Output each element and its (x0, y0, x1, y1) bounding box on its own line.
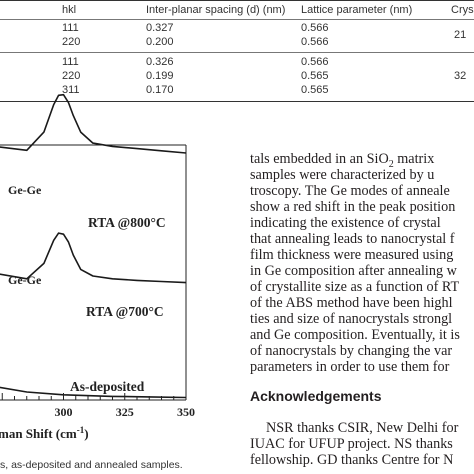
body-line: samples were characterized by u (250, 167, 435, 183)
peak-label: Ge-Ge (8, 273, 42, 287)
x-tick-label: 300 (55, 405, 73, 419)
table-cell: 220 (62, 36, 81, 48)
body-line: parameters in order to use them for (250, 359, 450, 375)
body-line: troscopy. The Ge modes of anneale (250, 183, 450, 199)
subscript: 2 (388, 158, 394, 170)
chart-ticks (1, 393, 175, 400)
ack-line: fellowship. GD thanks Centre for N (250, 452, 454, 468)
x-tick-label: 350 (177, 405, 195, 419)
x-tick-label: 325 (116, 405, 134, 419)
ack-line: IUAC for UFUP project. NS thanks (250, 436, 453, 452)
body-line: and Ge composition. Eventually, it is (250, 327, 460, 343)
table-header-rule (0, 19, 474, 20)
header-hkl: hkl (62, 4, 77, 16)
table-cell: 0.565 (301, 70, 329, 82)
header-lattice: Lattice parameter (nm) (301, 4, 413, 16)
chart-labels: RTA @800°C Ge-Ge RTA @700°C Ge-Ge As-deposit… (0, 183, 195, 441)
acknowledgements-heading: Acknowledgements (250, 388, 382, 404)
header-crystallite: Crys (451, 4, 474, 16)
figure-caption: s, as-deposited and annealed samples. (0, 459, 183, 471)
series-line (0, 93, 187, 154)
table-cell: 0.566 (301, 22, 329, 34)
table-cell: 111 (62, 56, 79, 68)
body-line: indicating the existence of crystal (250, 215, 441, 231)
table-cell: 111 (62, 22, 79, 34)
header-spacing: Inter-planar spacing (d) (nm) (146, 4, 286, 16)
table-cell: 0.200 (146, 36, 174, 48)
chart-frame (0, 144, 187, 401)
series-label: RTA @800°C (88, 215, 166, 230)
x-axis-label: man Shift (cm-1) (0, 425, 89, 441)
body-line: that annealing leads to nanocrystal f (250, 231, 455, 247)
series-line (0, 386, 187, 399)
table-top-rule (0, 0, 474, 1)
peak-label: Ge-Ge (8, 183, 42, 197)
body-line: ties and size of nanocrystals strongl (250, 311, 453, 327)
table-cell-size: 21 (454, 29, 467, 41)
body-line: tals embedded in an SiO2 matrix (250, 151, 435, 170)
table-cell: 0.566 (301, 56, 329, 68)
table-cell: 220 (62, 70, 81, 82)
body-line: show a red shift in the peak position (250, 199, 456, 215)
body-line: of nanocrystals by changing the var (250, 343, 453, 359)
table-cell: 0.565 (301, 84, 329, 96)
table-cell: 0.170 (146, 84, 174, 96)
table-cell: 0.326 (146, 56, 174, 68)
table-bottom-rule (0, 101, 474, 102)
x-axis-label-close: ) (84, 426, 88, 441)
series-label: As-deposited (70, 379, 145, 394)
series-label: RTA @700°C (86, 304, 164, 319)
body-line: of crystallite size as a function of RT (250, 279, 460, 295)
series-line (0, 232, 187, 284)
chart-lines (0, 93, 187, 399)
table-cell: 0.327 (146, 22, 174, 34)
body-line: film thickness were measured using (250, 247, 454, 263)
table-cell: 311 (62, 84, 80, 96)
table-cell: 0.566 (301, 36, 329, 48)
table-cell: 0.199 (146, 70, 174, 82)
table-cell-size: 32 (454, 70, 467, 82)
x-axis-label-exponent: -1 (77, 425, 85, 435)
body-line: of the ABS method have been highl (250, 295, 453, 311)
ack-line: NSR thanks CSIR, New Delhi for (266, 420, 459, 436)
body-line: in Ge composition after annealing w (250, 263, 457, 279)
table-group-rule (0, 52, 474, 53)
